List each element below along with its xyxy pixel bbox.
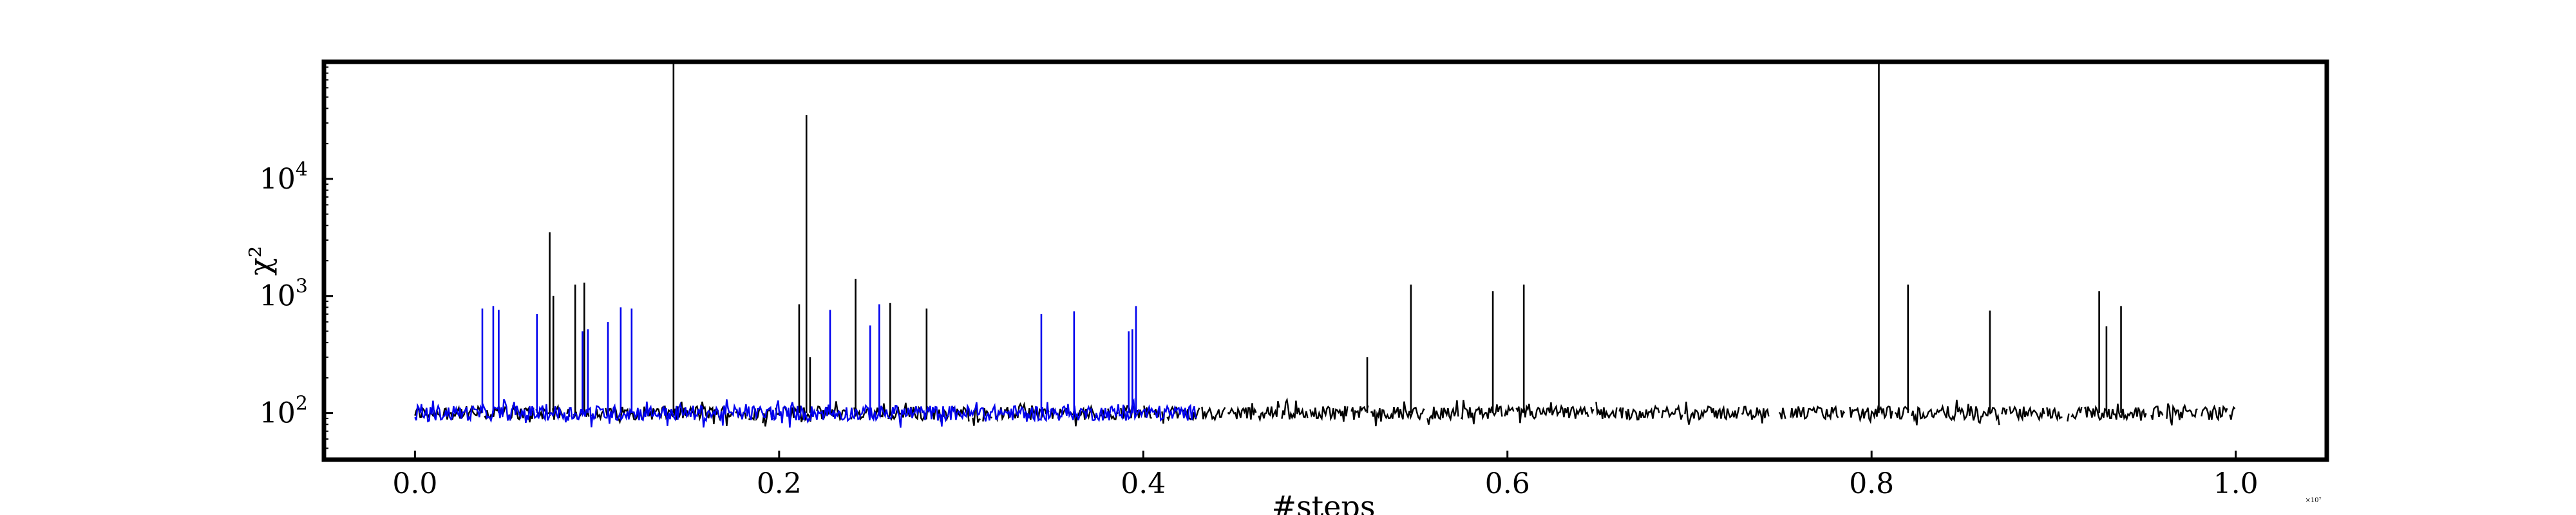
series-1-baseline — [414, 398, 1197, 428]
x-tick-label-2: 0.4 — [1121, 467, 1166, 500]
x-axis-label: #steps — [1272, 489, 1376, 515]
x-tick-label-4: 0.8 — [1849, 467, 1894, 500]
y-tick-label-2: 104 — [260, 158, 308, 196]
plot-frame — [321, 59, 2329, 462]
x-tick-label-0: 0.0 — [392, 467, 437, 500]
ticks-layer: 0.0 0.2 0.4 0.6 0.8 1.0 102 103 104 — [260, 66, 2259, 500]
x-tick-label-3: 0.6 — [1485, 467, 1530, 500]
x-tick-label-1: 0.2 — [757, 467, 802, 500]
series-layer — [414, 63, 2236, 428]
x-axis-multiplier: ×10⁷ — [2305, 497, 2321, 504]
series-1 — [414, 304, 1197, 428]
y-tick-label-1: 103 — [260, 276, 308, 313]
y-tick-label-0: 102 — [260, 393, 308, 430]
y-axis-label: χ² — [243, 246, 278, 276]
x-tick-label-5: 1.0 — [2213, 467, 2259, 500]
series-0 — [414, 63, 2236, 427]
